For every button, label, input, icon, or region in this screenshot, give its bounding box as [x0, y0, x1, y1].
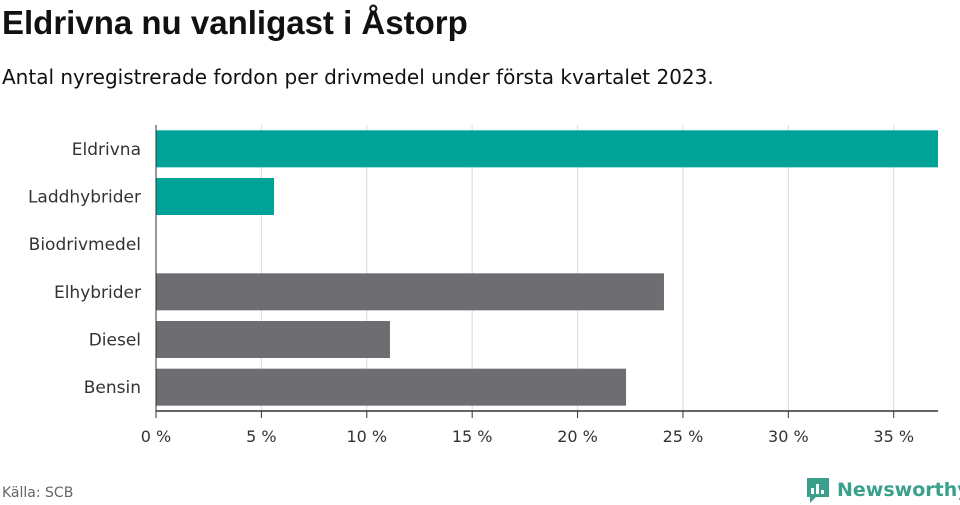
bar-chart: Eldrivna Laddhybrider Biodrivmedel Elhybrid…: [28, 125, 938, 446]
brand-logo: Newsworthy: [805, 475, 960, 505]
x-tick-label: 35 %: [873, 427, 914, 446]
x-axis: 0 % 5 % 10 % 15 % 20 % 25 % 30 % 35 %: [141, 125, 938, 446]
category-labels: Eldrivna Laddhybrider Biodrivmedel Elhybrid…: [28, 140, 141, 398]
category-label: Elhybrider: [54, 283, 141, 303]
chart-subtitle: Antal nyregistrerade fordon per drivmede…: [2, 65, 714, 89]
grid-lines: [260, 125, 895, 411]
x-tick-label: 25 %: [663, 427, 704, 446]
bar-elhybrider: [156, 273, 664, 311]
category-label: Eldrivna: [72, 140, 141, 160]
newsworthy-logo-icon: [807, 478, 829, 503]
bar-bensin: [156, 368, 627, 406]
x-tick-label: 30 %: [768, 427, 809, 446]
bar-diesel: [156, 321, 390, 358]
category-label: Laddhybrider: [28, 188, 141, 208]
x-tick-label: 0 %: [141, 427, 171, 446]
category-label: Diesel: [89, 331, 141, 351]
x-tick-label: 5 %: [246, 427, 276, 446]
chart-title: Eldrivna nu vanligast i Åstorp: [2, 4, 468, 41]
brand-name: Newsworthy: [837, 479, 960, 501]
category-label: Bensin: [84, 378, 141, 398]
x-tick-label: 15 %: [452, 427, 493, 446]
x-tick-label: 20 %: [557, 427, 598, 446]
category-label: Biodrivmedel: [29, 235, 141, 255]
x-tick-label: 10 %: [346, 427, 387, 446]
bar-eldrivna: [156, 130, 938, 168]
bars: [156, 130, 938, 406]
source-note: Källa: SCB: [2, 485, 74, 501]
bar-laddhybrider: [156, 178, 275, 215]
